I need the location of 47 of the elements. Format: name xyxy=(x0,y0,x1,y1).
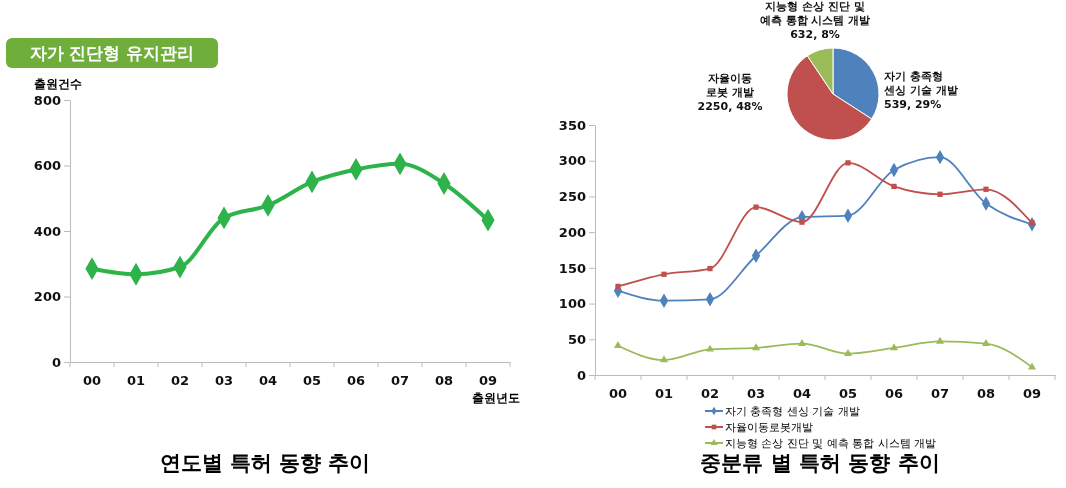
x-tick-label: 08 xyxy=(434,373,454,389)
x-tick-label: 05 xyxy=(302,373,322,389)
chart-title: 자가 진단형 유지관리 xyxy=(29,43,195,63)
y-tick-label: 200 xyxy=(33,289,61,305)
y-tick-label: 0 xyxy=(576,367,586,383)
y-tick-label: 200 xyxy=(558,224,586,240)
x-tick-label: 05 xyxy=(838,386,858,402)
slice-label: 지능형 손상 진단 및 예측 통합 시스템 개발 xyxy=(759,0,871,27)
y-axis-title: 출원건수 xyxy=(34,77,82,91)
x-tick-label: 03 xyxy=(214,373,234,389)
x-tick-label: 07 xyxy=(930,386,950,402)
legend-label: 자율이동로봇개발 xyxy=(725,421,813,434)
data-label: 2250, 48% xyxy=(697,100,763,113)
legend-label: 지능형 손상 진단 및 예측 통합 시스템 개발 xyxy=(725,437,937,450)
x-tick-label: 06 xyxy=(884,386,904,402)
x-tick-label: 06 xyxy=(346,373,366,389)
y-tick-label: 600 xyxy=(33,158,61,174)
y-tick-label: 50 xyxy=(567,331,586,347)
x-tick-label: 00 xyxy=(82,373,102,389)
slice-label: 자기 충족형 센싱 기술 개발 xyxy=(884,70,958,97)
legend-label: 자기 충족형 센싱 기술 개발 xyxy=(725,405,860,418)
y-tick-label: 150 xyxy=(558,260,586,276)
data-label: 539, 29% xyxy=(884,98,942,111)
y-tick-label: 0 xyxy=(51,354,61,370)
x-axis-title: 출원년도 xyxy=(472,391,520,405)
y-tick-label: 350 xyxy=(558,117,586,133)
x-tick-label: 02 xyxy=(170,373,190,389)
text: 중분류 별 특허 동향 추이 xyxy=(700,451,940,475)
x-tick-label: 03 xyxy=(746,386,766,402)
slice-label: 자율이동 로봇 개발 xyxy=(706,72,754,99)
x-tick-label: 01 xyxy=(654,386,674,402)
data-label: 632, 8% xyxy=(790,28,840,41)
x-tick-label: 02 xyxy=(700,386,720,402)
x-tick-label: 09 xyxy=(478,373,498,389)
y-tick-label: 400 xyxy=(33,223,61,239)
x-tick-label: 09 xyxy=(1022,386,1042,402)
x-tick-label: 01 xyxy=(126,373,146,389)
x-tick-label: 08 xyxy=(976,386,996,402)
y-tick-label: 100 xyxy=(558,296,586,312)
x-tick-label: 04 xyxy=(258,373,278,389)
x-tick-label: 07 xyxy=(390,373,410,389)
y-tick-label: 800 xyxy=(33,92,61,108)
y-tick-label: 250 xyxy=(558,189,586,205)
x-tick-label: 04 xyxy=(792,386,812,402)
y-tick-label: 300 xyxy=(558,153,586,169)
x-tick-label: 00 xyxy=(608,386,628,402)
text: 연도별 특허 동향 추이 xyxy=(159,451,371,475)
